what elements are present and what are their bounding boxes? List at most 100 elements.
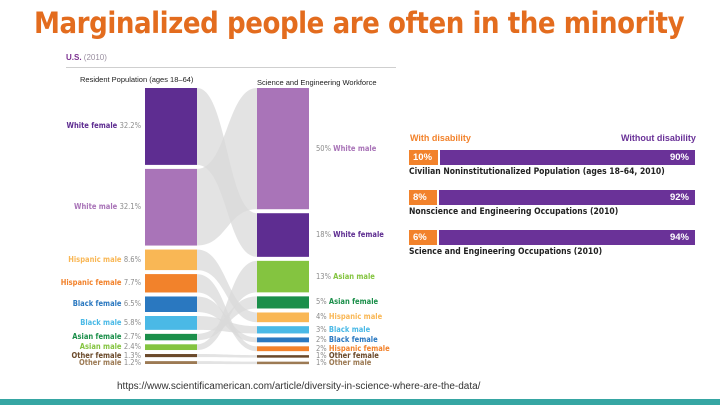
- population-pct: 32.2%: [119, 121, 141, 131]
- population-pct: 1.2%: [123, 357, 141, 367]
- workforce-label: 50% White male: [316, 144, 376, 153]
- population-label: Asian female 2.7%: [72, 332, 141, 341]
- population-pct: 32.1%: [119, 202, 141, 212]
- disability-caption: Civilian Noninstitutionalized Population…: [409, 167, 665, 177]
- population-bar-asian-female: [145, 333, 197, 341]
- workforce-label: 5% Asian female: [316, 297, 378, 306]
- without-disability-bar: 94%: [439, 230, 695, 245]
- workforce-name: Hispanic male: [328, 312, 383, 322]
- workforce-header: Science and Engineering Workforce: [257, 78, 377, 87]
- population-bar-other-male: [145, 361, 197, 364]
- population-pct: 6.5%: [123, 299, 141, 309]
- workforce-label: 18% White female: [316, 230, 384, 239]
- population-pct: 1.3%: [123, 350, 141, 360]
- workforce-bar-black-female: [257, 337, 309, 343]
- workforce-label: 13% Asian male: [316, 272, 375, 281]
- without-disability-header: Without disability: [621, 133, 696, 143]
- population-header: Resident Population (ages 18–64): [80, 75, 194, 84]
- workforce-name: Asian male: [333, 271, 375, 281]
- workforce-bar-hispanic-female: [257, 346, 309, 352]
- footer-bar: [0, 399, 720, 405]
- population-label: Other female 1.3%: [72, 351, 142, 360]
- flow-hispanic-male: [197, 249, 257, 323]
- workforce-name: Hispanic female: [328, 343, 390, 353]
- workforce-label: 4% Hispanic male: [316, 312, 382, 321]
- population-label: Hispanic female 7.7%: [61, 278, 141, 287]
- with-disability-bar: 6%: [409, 230, 437, 245]
- workforce-name: Other female: [328, 351, 379, 361]
- disability-caption: Nonscience and Engineering Occupations (…: [409, 207, 619, 217]
- with-disability-bar: 10%: [409, 150, 438, 165]
- workforce-name: White female: [333, 230, 384, 240]
- workforce-pct: 18%: [316, 230, 334, 240]
- disability-caption: Science and Engineering Occupations (201…: [409, 247, 603, 257]
- without-disability-value: 92%: [669, 192, 689, 203]
- population-bar-hispanic-female: [145, 274, 197, 293]
- population-pct: 7.7%: [123, 278, 141, 288]
- workforce-pct: 2%: [316, 343, 329, 353]
- population-name: Black male: [80, 317, 124, 327]
- population-label: Asian male 2.4%: [80, 342, 141, 351]
- population-label: Hispanic male 8.6%: [68, 255, 141, 264]
- workforce-bar-white-female: [257, 213, 309, 257]
- region-label: U.S. (2010): [66, 53, 107, 62]
- population-name: White male: [74, 202, 120, 212]
- population-name: Other male: [79, 357, 124, 367]
- source-link[interactable]: https://www.scientificamerican.com/artic…: [117, 381, 481, 392]
- with-disability-value: 8%: [413, 192, 427, 203]
- workforce-bar-other-female: [257, 355, 309, 358]
- population-name: Hispanic male: [68, 254, 124, 264]
- population-name: Asian male: [79, 342, 124, 352]
- workforce-bar-asian-female: [257, 296, 309, 309]
- population-pct: 8.6%: [123, 254, 141, 264]
- workforce-pct: 1%: [316, 357, 329, 367]
- with-disability-bar: 8%: [409, 190, 437, 205]
- workforce-label: 2% Hispanic female: [316, 344, 390, 353]
- workforce-name: Other male: [328, 357, 372, 367]
- workforce-pct: 50%: [316, 143, 334, 153]
- population-bar-black-female: [145, 296, 197, 312]
- workforce-name: Black male: [328, 324, 371, 334]
- without-disability-value: 94%: [669, 232, 689, 243]
- workforce-pct: 2%: [316, 334, 329, 344]
- slide-title: Marginalized people are often in the min…: [34, 6, 685, 40]
- workforce-label: 1% Other female: [316, 351, 379, 360]
- workforce-name: White male: [333, 143, 377, 153]
- with-disability-value: 6%: [413, 232, 427, 243]
- header-rule: [66, 67, 396, 68]
- population-label: Black female 6.5%: [73, 299, 141, 308]
- flow-black-male: [197, 316, 257, 334]
- workforce-name: Asian female: [328, 297, 379, 307]
- population-name: White female: [66, 121, 120, 131]
- workforce-bar-hispanic-male: [257, 312, 309, 323]
- workforce-name: Black female: [328, 334, 378, 344]
- population-bar-white-female: [145, 88, 197, 165]
- workforce-pct: 5%: [316, 297, 329, 307]
- workforce-bar-white-male: [257, 88, 309, 210]
- population-bar-hispanic-male: [145, 249, 197, 271]
- population-name: Other female: [71, 350, 124, 360]
- population-pct: 5.8%: [123, 317, 141, 327]
- workforce-pct: 3%: [316, 324, 329, 334]
- without-disability-value: 90%: [669, 152, 689, 163]
- flow-other-male: [197, 361, 257, 365]
- population-pct: 2.7%: [123, 332, 141, 342]
- without-disability-bar: 90%: [439, 150, 695, 165]
- population-label: White female 32.2%: [67, 121, 141, 130]
- workforce-label: 1% Other male: [316, 358, 371, 367]
- population-bar-white-male: [145, 168, 197, 246]
- workforce-bar-black-male: [257, 326, 309, 334]
- population-name: Black female: [72, 299, 124, 309]
- population-name: Asian female: [72, 332, 124, 342]
- with-disability-value: 10%: [413, 152, 433, 163]
- flow-other-female: [197, 354, 257, 358]
- region-year: (2010): [83, 53, 107, 62]
- population-name: Hispanic female: [60, 278, 124, 288]
- workforce-label: 3% Black male: [316, 325, 370, 334]
- flow-white-male: [197, 88, 257, 246]
- workforce-pct: 4%: [316, 312, 329, 322]
- population-label: Other male 1.2%: [79, 358, 141, 367]
- workforce-bar-asian-male: [257, 260, 309, 293]
- with-disability-header: With disability: [410, 133, 471, 143]
